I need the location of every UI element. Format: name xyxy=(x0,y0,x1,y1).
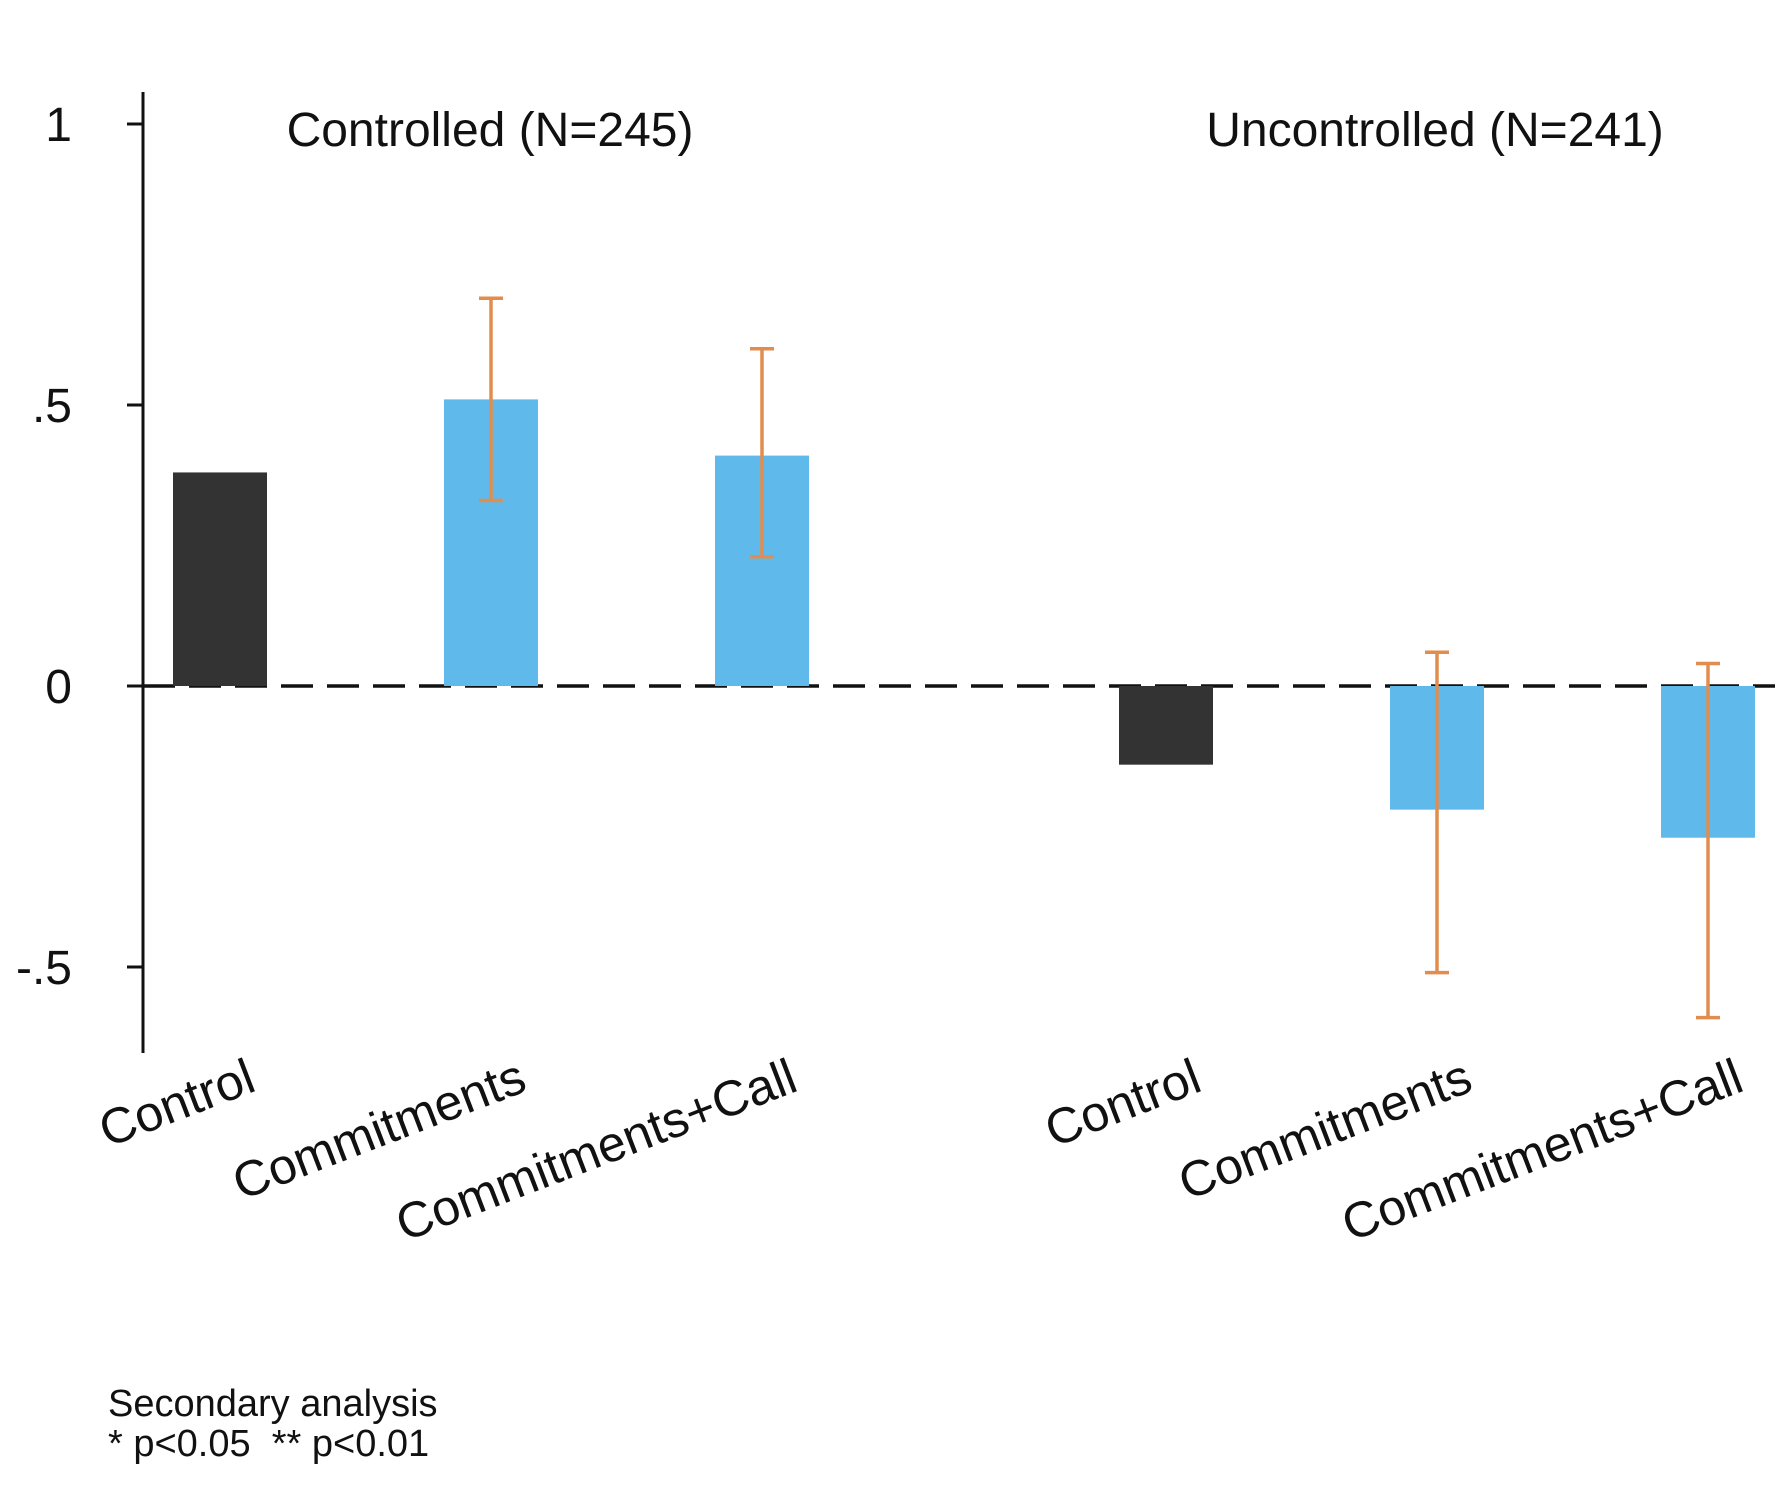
y-tick-label: 1 xyxy=(45,99,72,152)
category-label: Control xyxy=(1037,1048,1208,1158)
bar xyxy=(1119,686,1213,765)
bar xyxy=(173,472,267,686)
y-tick-label: .5 xyxy=(32,380,72,433)
category-label: Control xyxy=(91,1048,262,1158)
error-bar-layer xyxy=(479,296,1720,1020)
bar-layer xyxy=(173,399,1755,838)
axis-layer xyxy=(127,92,145,1053)
footnote-significance: * p<0.05 ** p<0.01 xyxy=(108,1423,430,1465)
group-title: Uncontrolled (N=241) xyxy=(1206,104,1664,157)
y-tick-label: -.5 xyxy=(16,942,72,995)
group-title: Controlled (N=245) xyxy=(287,104,694,157)
footnote-analysis: Secondary analysis xyxy=(108,1383,438,1425)
y-tick-label: 0 xyxy=(45,661,72,714)
